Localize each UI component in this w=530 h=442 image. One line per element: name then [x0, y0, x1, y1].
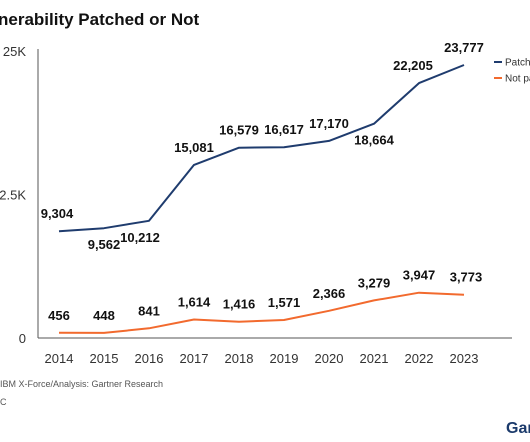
- data-label: 15,081: [174, 140, 214, 155]
- y-tick-label: 12.5K: [0, 188, 26, 203]
- x-tick-label: 2016: [135, 351, 164, 366]
- x-tick-label: 2014: [45, 351, 74, 366]
- series-line-0: [58, 64, 465, 233]
- x-tick-label: 2022: [405, 351, 434, 366]
- data-label: 1,416: [223, 297, 256, 312]
- data-label: 9,562: [88, 237, 121, 252]
- x-tick-label: 2019: [270, 351, 299, 366]
- chart-title: nerability Patched or Not: [0, 10, 200, 29]
- data-label: 3,279: [358, 275, 391, 290]
- data-label: 3,947: [403, 268, 436, 283]
- x-tick-label: 2017: [180, 351, 209, 366]
- data-label: 9,304: [41, 206, 74, 221]
- source-note: IBM X-Force/Analysis: Gartner Research: [0, 379, 164, 389]
- data-label: 1,614: [178, 294, 211, 309]
- data-label: 16,579: [219, 123, 259, 138]
- data-label: 2,366: [313, 286, 346, 301]
- x-tick-label: 2023: [450, 351, 479, 366]
- x-tick-label: 2021: [360, 351, 389, 366]
- data-label: 17,170: [309, 116, 349, 131]
- legend-label: Not pa: [505, 74, 530, 85]
- x-tick-label: 2020: [315, 351, 344, 366]
- legend: Patche Not pa: [494, 58, 530, 85]
- data-label: 10,212: [120, 230, 160, 245]
- brand-logo: Gar: [506, 420, 530, 437]
- data-labels: 9,304 9,562 10,212 15,081 16,579 16,617 17,170…: [41, 40, 484, 323]
- y-tick-label: 0: [19, 331, 26, 346]
- data-label: 18,664: [354, 133, 395, 148]
- data-label: 3,773: [450, 270, 483, 285]
- copyright-note: C: [0, 397, 7, 407]
- y-tick-label: 25K: [3, 44, 26, 59]
- legend-label: Patche: [505, 58, 530, 69]
- series-lines: [58, 64, 465, 334]
- data-label: 841: [138, 303, 160, 318]
- data-label: 448: [93, 308, 115, 323]
- axes: 0 12.5K 25K 2014 2015 2016 2017 2018 2019 2020 202…: [0, 44, 512, 366]
- data-label: 23,777: [444, 40, 484, 55]
- data-label: 1,571: [268, 295, 301, 310]
- data-label: 456: [48, 308, 70, 323]
- series-line-1: [58, 291, 465, 334]
- x-tick-label: 2015: [90, 351, 119, 366]
- data-label: 16,617: [264, 122, 304, 137]
- data-label: 22,205: [393, 58, 433, 73]
- x-tick-label: 2018: [225, 351, 254, 366]
